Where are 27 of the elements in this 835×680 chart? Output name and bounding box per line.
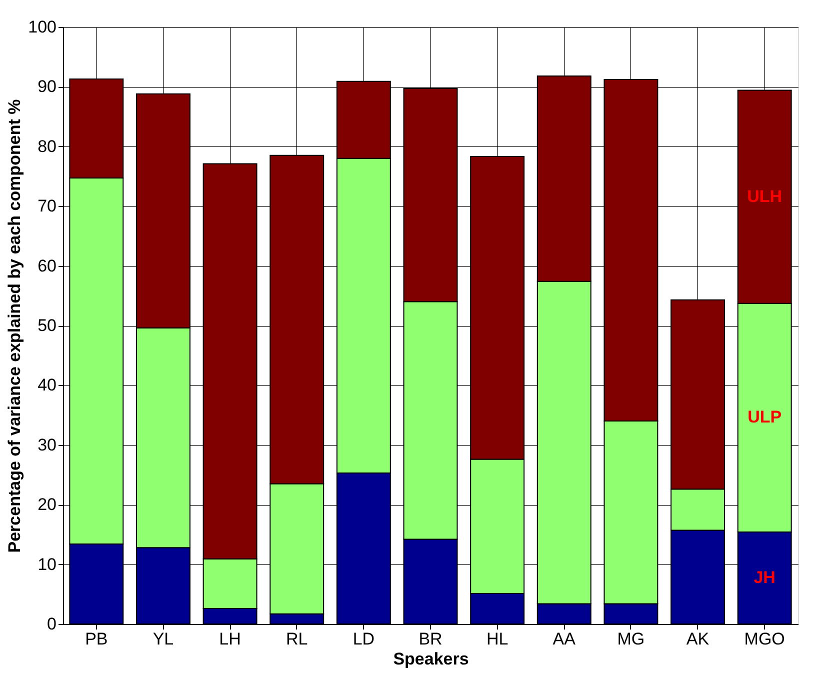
y-axis-title: Percentage of variance explained by each component % — [5, 99, 24, 553]
x-tick-label: AA — [552, 630, 576, 648]
x-tick-label: YL — [152, 630, 174, 648]
x-axis-title: Speakers — [393, 650, 469, 668]
y-tick-label: 30 — [38, 435, 56, 454]
y-tick-label: 90 — [38, 77, 56, 96]
y-tick-label: 0 — [47, 614, 56, 634]
series-label: ULP — [748, 408, 782, 427]
y-tick-label: 50 — [38, 316, 56, 335]
x-tick-label: HL — [486, 630, 508, 648]
x-tick-label: AK — [686, 630, 710, 648]
x-tick-label: LD — [352, 630, 375, 648]
y-tick-label: 80 — [38, 136, 56, 156]
x-tick-label: BR — [418, 630, 442, 648]
y-tick-label: 20 — [38, 495, 56, 514]
y-tick-label: 70 — [38, 196, 56, 216]
y-tick-label: 100 — [28, 18, 56, 36]
y-tick-label: 40 — [38, 376, 56, 395]
x-tick-label: RL — [286, 630, 308, 648]
y-tick-label: 10 — [38, 554, 56, 574]
x-tick-label: PB — [85, 630, 108, 648]
y-tick-label: 60 — [38, 256, 56, 276]
series-label: ULH — [747, 186, 782, 206]
x-tick-label: MGO — [744, 630, 785, 648]
x-tick-label: MG — [617, 630, 645, 648]
x-tick-label: LH — [219, 630, 241, 648]
series-label: JH — [754, 568, 776, 588]
